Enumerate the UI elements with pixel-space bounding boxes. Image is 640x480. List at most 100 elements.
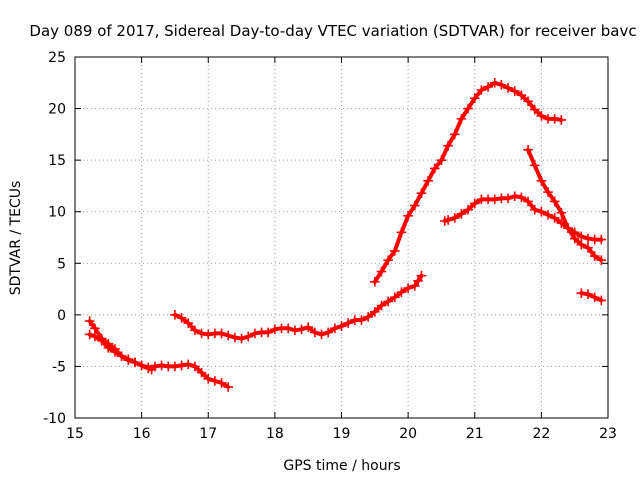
data-point <box>443 215 453 225</box>
data-point <box>190 361 200 372</box>
data-point <box>583 289 593 300</box>
data-point <box>423 175 433 186</box>
series-line <box>526 147 604 263</box>
data-point <box>183 359 194 370</box>
data-point <box>343 318 353 328</box>
data-point <box>569 233 580 244</box>
data-point <box>223 330 234 341</box>
data-point <box>336 321 347 332</box>
x-tick-label: 21 <box>466 426 484 442</box>
x-tick-label: 20 <box>399 426 417 442</box>
data-point <box>416 188 427 198</box>
data-point <box>196 328 207 339</box>
data-point <box>449 129 460 140</box>
data-point <box>303 322 313 333</box>
data-point <box>583 243 593 253</box>
data-point <box>203 374 214 384</box>
data-point <box>323 327 333 338</box>
data-point <box>210 376 220 386</box>
data-point <box>90 331 100 342</box>
x-tick-label: 23 <box>599 426 617 442</box>
y-axis-label: SDTVAR / TECUs <box>8 181 24 296</box>
data-point <box>170 361 180 372</box>
y-tick-label: 25 <box>48 50 66 66</box>
data-point <box>583 233 593 244</box>
data-point <box>356 315 367 325</box>
data-point <box>549 196 560 207</box>
data-point <box>84 329 95 340</box>
series-arc2 <box>84 329 234 392</box>
y-tick-label: 20 <box>48 102 66 118</box>
data-point <box>403 283 413 293</box>
x-axis-label: GPS time / hours <box>283 458 400 474</box>
data-point <box>529 204 540 215</box>
x-tick-label: 22 <box>532 426 550 442</box>
y-tick-label: 5 <box>57 256 66 272</box>
data-point <box>576 239 587 250</box>
data-point <box>409 200 420 211</box>
data-point <box>476 85 487 95</box>
data-point <box>596 255 607 265</box>
data-point <box>549 114 560 124</box>
data-point <box>396 227 407 238</box>
data-point <box>483 82 493 92</box>
data-point <box>230 332 240 343</box>
data-point <box>456 114 467 124</box>
data-point <box>383 296 393 307</box>
data-point <box>170 310 180 320</box>
data-point <box>236 333 247 344</box>
data-point <box>589 251 600 261</box>
data-point <box>270 324 280 335</box>
data-point <box>596 295 607 306</box>
data-point <box>536 206 547 217</box>
data-point <box>330 323 340 334</box>
data-point <box>563 223 573 234</box>
data-point <box>529 160 540 171</box>
data-point <box>556 207 567 218</box>
data-point <box>390 292 400 303</box>
data-point <box>503 83 513 93</box>
y-tick-label: 15 <box>48 153 66 169</box>
data-point <box>556 115 567 125</box>
data-point <box>110 347 120 357</box>
data-point <box>436 155 447 165</box>
data-point <box>416 270 427 281</box>
data-point <box>363 312 373 322</box>
data-point <box>576 288 587 298</box>
series-arc5 <box>439 191 607 245</box>
data-point <box>463 103 473 114</box>
data-point <box>489 194 500 205</box>
data-point <box>576 231 587 242</box>
data-point <box>549 213 560 223</box>
data-point <box>376 266 387 277</box>
data-point <box>123 355 134 366</box>
data-point <box>589 292 600 303</box>
data-point <box>429 163 440 174</box>
data-point <box>203 329 214 340</box>
data-point <box>523 145 533 155</box>
y-tick-label: 0 <box>57 308 66 324</box>
series-arc4 <box>370 77 567 287</box>
data-point <box>413 276 423 286</box>
data-point <box>596 234 607 245</box>
data-point <box>130 357 140 368</box>
data-point <box>316 329 327 340</box>
data-point <box>443 140 453 151</box>
data-point <box>489 77 500 88</box>
data-point <box>216 378 227 388</box>
data-point <box>390 246 400 256</box>
data-point <box>183 318 194 328</box>
data-point <box>96 335 107 346</box>
y-tick-label: -5 <box>52 359 66 375</box>
data-point <box>370 306 380 317</box>
data-point <box>216 328 227 339</box>
data-point <box>409 281 420 291</box>
series-arc3 <box>170 270 427 344</box>
data-point <box>84 316 95 326</box>
x-tick-label: 17 <box>199 426 217 442</box>
data-point <box>196 367 207 378</box>
data-point <box>176 360 187 371</box>
data-point <box>156 360 167 371</box>
data-point <box>116 351 127 361</box>
